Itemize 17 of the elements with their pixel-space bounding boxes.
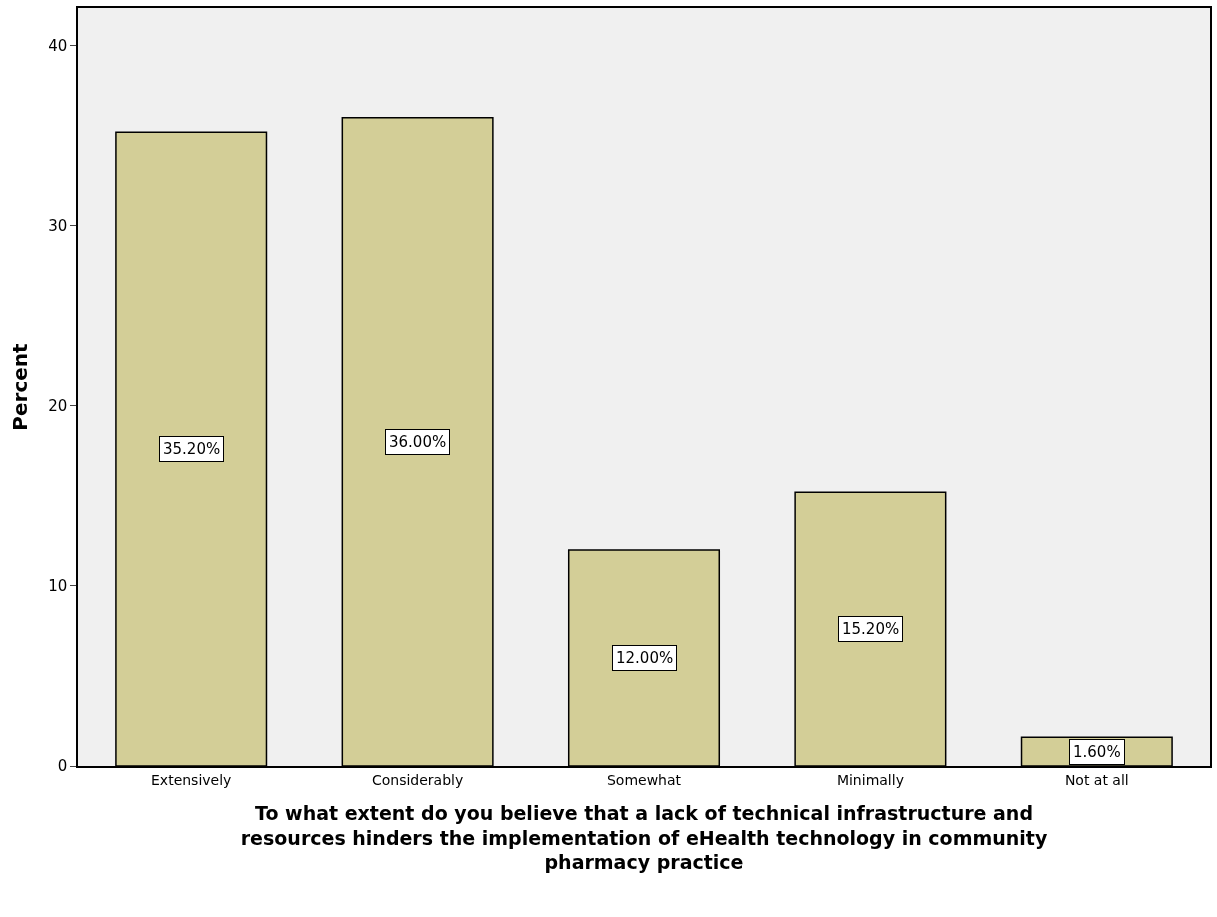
- x-tick-label: Minimally: [836, 771, 904, 788]
- data-label: 12.00%: [616, 649, 674, 667]
- y-tick-label: 0: [57, 757, 68, 776]
- y-tick-label: 20: [48, 397, 68, 416]
- x-axis-title: To what extent do you believe that a lack of technical infrastructure and resources hinders the implementation of eHealth technology in community pharmacy practice: [240, 801, 1048, 874]
- data-label: 35.20%: [163, 440, 221, 458]
- data-label: 15.20%: [842, 620, 900, 638]
- x-tick-label: Extensively: [151, 771, 232, 788]
- x-tick-label: Not at all: [1064, 771, 1129, 788]
- y-tick-label: 40: [48, 37, 68, 56]
- data-label: 1.60%: [1073, 743, 1121, 761]
- data-label: 36.00%: [389, 433, 447, 451]
- x-tick-label: Somewhat: [606, 771, 682, 788]
- y-tick-label: 10: [48, 577, 68, 596]
- y-tick-label: 30: [48, 217, 68, 236]
- y-axis-title: Percent: [8, 342, 33, 431]
- x-tick-label: Considerably: [371, 771, 464, 788]
